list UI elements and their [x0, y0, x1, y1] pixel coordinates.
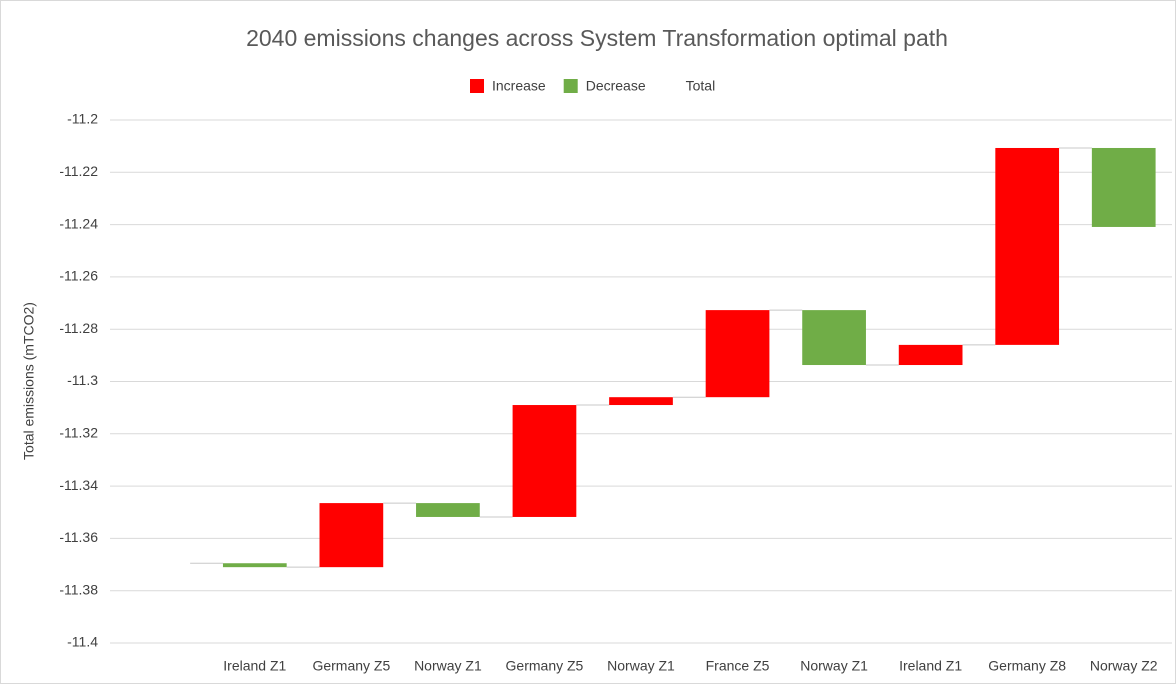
- bar: [512, 405, 577, 517]
- legend-label: Increase: [492, 78, 546, 94]
- legend-label: Decrease: [586, 78, 646, 94]
- total-bar: [126, 563, 190, 643]
- bar: [319, 503, 384, 568]
- x-tick-label: Germany Z8: [988, 658, 1066, 674]
- bar: [609, 397, 673, 406]
- y-tick-label: -11.22: [59, 163, 98, 179]
- x-tick-label: Norway Z1: [607, 658, 675, 674]
- x-tick-label: Ireland Z1: [899, 658, 962, 674]
- y-tick-label: -11.2: [67, 111, 98, 127]
- bar: [222, 563, 287, 568]
- y-tick-label: -11.32: [59, 425, 98, 441]
- x-tick-label: Norway Z2: [1090, 658, 1158, 674]
- x-tick-label: Norway Z1: [414, 658, 482, 674]
- x-tick-label: Ireland Z1: [223, 658, 286, 674]
- y-tick-label: -11.34: [59, 477, 98, 493]
- x-tick-label: Germany Z5: [506, 658, 584, 674]
- legend-label: Total: [686, 78, 716, 94]
- bar: [995, 147, 1060, 345]
- y-tick-label: -11.4: [67, 634, 98, 650]
- y-tick-label: -11.28: [59, 320, 98, 336]
- bar: [416, 503, 480, 517]
- bar: [898, 344, 963, 366]
- legend-marker: [470, 79, 484, 93]
- x-tick-label: Norway Z1: [800, 658, 868, 674]
- bar: [705, 310, 770, 398]
- chart-title: 2040 emissions changes across System Tra…: [246, 25, 948, 51]
- y-tick-label: -11.3: [67, 372, 98, 388]
- x-tick-label: Germany Z5: [312, 658, 390, 674]
- y-tick-label: -11.38: [59, 581, 98, 597]
- y-tick-label: -11.36: [59, 529, 98, 545]
- bar: [1091, 147, 1156, 227]
- y-tick-label: -11.26: [59, 268, 98, 284]
- y-axis-label: Total emissions (mTCO2): [21, 302, 37, 460]
- y-tick-label: -11.24: [59, 215, 98, 231]
- bar: [802, 310, 866, 366]
- legend-marker: [563, 79, 578, 93]
- x-tick-label: France Z5: [706, 658, 770, 674]
